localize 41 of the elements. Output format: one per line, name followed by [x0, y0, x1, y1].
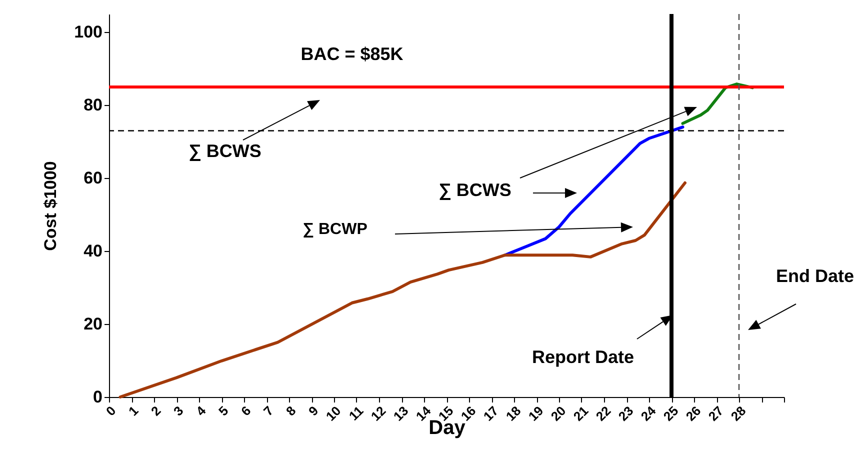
annotation: BAC = $85K	[300, 44, 404, 64]
x-tick-label: 10	[322, 403, 344, 424]
x-tick-label: 13	[390, 403, 412, 424]
x-tick-label: 2	[148, 403, 164, 419]
x-tick-label: 9	[305, 403, 322, 419]
x-tick-label: 20	[548, 403, 569, 424]
y-axis-title: Cost $1000	[41, 161, 60, 251]
x-tick-label: 4	[192, 402, 210, 419]
annotation: Report Date	[532, 347, 634, 367]
line-series	[118, 181, 686, 398]
x-tick-label: 18	[502, 403, 524, 424]
x-tick-label: 22	[592, 403, 614, 424]
y-tick-label: 20	[84, 314, 102, 334]
y-tick-label: 0	[93, 388, 102, 406]
y-tick-label: 100	[74, 22, 102, 42]
x-tick-label: 7	[260, 403, 276, 419]
x-tick-label: 24	[638, 402, 660, 424]
x-tick-label: 16	[458, 403, 479, 424]
annotation: ∑ BCWS	[438, 180, 512, 200]
x-tick-label: 6	[238, 403, 254, 419]
y-tick-label: 60	[84, 168, 102, 188]
x-tick-label: 27	[705, 403, 726, 424]
x-tick-label: 25	[660, 403, 682, 424]
x-tick-label: 3	[170, 403, 186, 419]
x-tick-label: 21	[570, 403, 592, 424]
y-tick-label: 40	[84, 242, 102, 261]
annotation: ∑ BCWS	[188, 141, 262, 161]
x-tick-label: 11	[346, 403, 366, 424]
x-tick-label: 17	[480, 403, 502, 424]
x-tick-label: 0	[102, 403, 119, 419]
x-tick-label: 26	[682, 403, 704, 424]
x-tick-label: 23	[615, 403, 636, 424]
x-tick-label: 12	[368, 403, 389, 424]
annotation: ∑ BCWP	[302, 221, 368, 238]
x-tick-label: 28	[728, 403, 749, 424]
annotation: End Date	[776, 266, 854, 286]
x-tick-label: 8	[282, 403, 299, 419]
x-tick-label: 19	[525, 403, 546, 424]
x-tick-label: 1	[125, 403, 142, 419]
x-tick-label: 5	[215, 403, 232, 419]
y-tick-label: 80	[84, 96, 102, 115]
